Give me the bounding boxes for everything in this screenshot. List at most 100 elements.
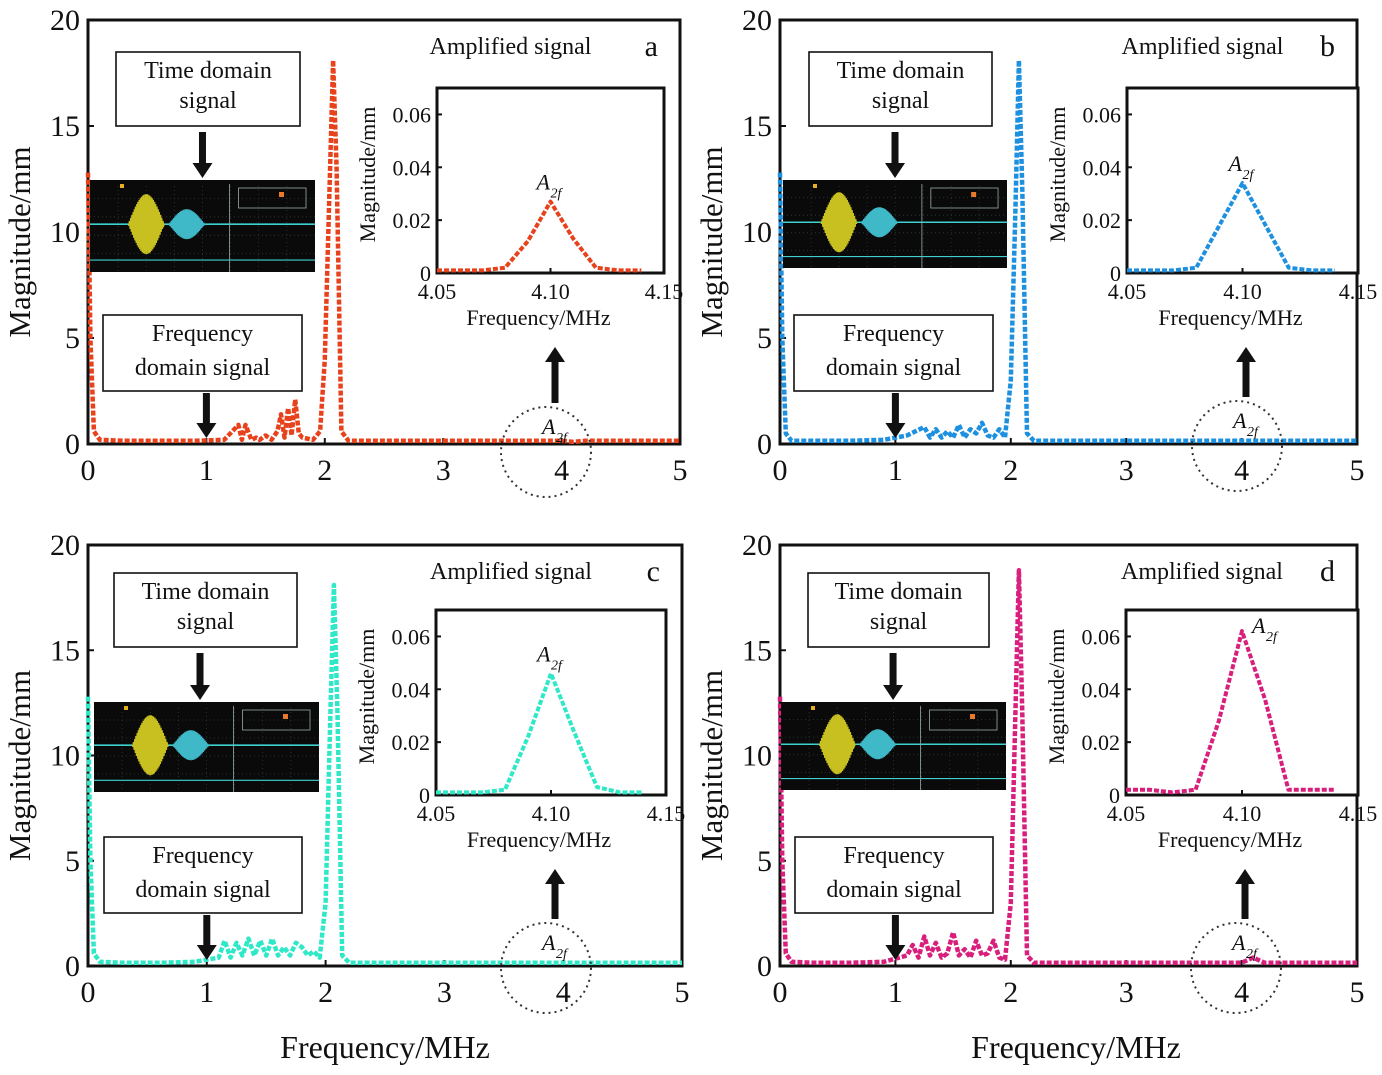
x-tick-label: 5 bbox=[1350, 454, 1365, 487]
peak-label-subscript: 2f bbox=[1247, 425, 1260, 440]
time-domain-label: Time domain bbox=[144, 58, 272, 84]
time-domain-arrow-shaft bbox=[891, 132, 899, 164]
inset-y-tick-label: 0.04 bbox=[1083, 155, 1122, 180]
y-tick-label: 10 bbox=[50, 740, 80, 773]
frequency-domain-box bbox=[102, 314, 303, 392]
time-domain-label: signal bbox=[872, 88, 930, 114]
frequency-domain-arrow bbox=[196, 915, 217, 960]
scope-marker bbox=[813, 184, 817, 188]
x-tick-label: 2 bbox=[1003, 976, 1018, 1009]
inset-peak-subscript: 2f bbox=[1243, 168, 1256, 183]
y-tick-label: 5 bbox=[65, 322, 80, 355]
zoom-arrow-shaft bbox=[551, 361, 559, 403]
panel-letter: a bbox=[645, 30, 658, 63]
frequency-domain-arrow bbox=[885, 915, 906, 960]
zoom-arrow-head bbox=[545, 347, 565, 362]
inset-series-line bbox=[437, 199, 642, 273]
inset-frame bbox=[1124, 608, 1360, 797]
y-tick-label: 5 bbox=[757, 845, 772, 878]
zoom-arrow-head bbox=[545, 869, 565, 884]
time-domain-label: signal bbox=[179, 88, 237, 114]
inset-frame bbox=[434, 608, 668, 797]
y-tick-label: 0 bbox=[757, 428, 772, 461]
x-tick-label: 0 bbox=[773, 976, 788, 1009]
time-domain-box bbox=[115, 51, 301, 127]
x-tick-label: 3 bbox=[436, 454, 451, 487]
inset-y-axis-label: Magnitude/mm bbox=[1044, 629, 1069, 765]
inset-x-tick-label: 4.15 bbox=[645, 279, 684, 304]
x-tick-label: 1 bbox=[888, 454, 903, 487]
inset-x-axis-label: Frequency/MHz bbox=[1158, 305, 1302, 330]
time-domain-arrow-head bbox=[885, 163, 906, 178]
frequency-domain-box bbox=[793, 314, 994, 392]
oscilloscope-screenshot bbox=[781, 702, 1006, 790]
y-axis-label: Magnitude/mm bbox=[694, 146, 729, 337]
inset-peak-label: A bbox=[535, 641, 551, 666]
scope-burst-transmitted bbox=[818, 714, 856, 775]
inset-y-axis-label: Magnitude/mm bbox=[355, 107, 380, 243]
inset-x-tick-label: 4.10 bbox=[531, 279, 570, 304]
scope-burst-received bbox=[859, 729, 897, 760]
frequency-domain-arrow-head bbox=[885, 423, 906, 438]
inset-x-tick-label: 4.10 bbox=[1223, 279, 1262, 304]
inset-x-axis-label: Frequency/MHz bbox=[466, 305, 610, 330]
series-line bbox=[777, 568, 1357, 966]
amplified-signal-label: Amplified signal bbox=[430, 34, 592, 60]
y-tick-label: 5 bbox=[757, 322, 772, 355]
y-tick-label: 0 bbox=[757, 950, 772, 983]
peak-label-subscript: 2f bbox=[556, 431, 569, 446]
zoom-circle bbox=[1191, 400, 1283, 492]
inset-x-tick-label: 4.15 bbox=[1339, 279, 1378, 304]
x-tick-label: 2 bbox=[317, 454, 332, 487]
inset-x-tick-label: 4.10 bbox=[532, 801, 571, 826]
zoom-arrow-head bbox=[1235, 869, 1255, 884]
x-tick-label: 4 bbox=[554, 454, 569, 487]
time-domain-label: Time domain bbox=[142, 579, 270, 605]
y-tick-label: 0 bbox=[65, 950, 80, 983]
inset-y-tick-label: 0.02 bbox=[1083, 208, 1122, 233]
inset-x-axis-label: Frequency/MHz bbox=[467, 827, 611, 852]
panel-letter: b bbox=[1320, 30, 1335, 63]
zoom-arrow bbox=[1236, 347, 1256, 397]
series-line bbox=[85, 58, 680, 445]
scope-marker bbox=[811, 706, 815, 710]
y-axis-label: Magnitude/mm bbox=[694, 670, 729, 861]
amplified-signal-label: Amplified signal bbox=[1121, 559, 1283, 585]
zoom-arrow-shaft bbox=[1242, 361, 1250, 397]
scope-readout-box bbox=[242, 709, 311, 731]
x-tick-label: 3 bbox=[1119, 454, 1134, 487]
inset-peak-subscript: 2f bbox=[1266, 630, 1279, 645]
x-tick-label: 4 bbox=[556, 976, 571, 1009]
zoom-arrow-shaft bbox=[551, 883, 559, 919]
time-domain-arrow-shaft bbox=[198, 132, 206, 164]
x-tick-label: 0 bbox=[81, 976, 96, 1009]
time-domain-arrow-head bbox=[192, 163, 213, 178]
inset-y-tick-label: 0 bbox=[1109, 783, 1120, 808]
frequency-domain-label: domain signal bbox=[135, 355, 271, 381]
frequency-domain-label: domain signal bbox=[135, 877, 271, 903]
x-tick-label: 0 bbox=[81, 454, 96, 487]
scope-readout-box bbox=[929, 709, 998, 731]
peak-label-a2f: A bbox=[1231, 408, 1247, 433]
inset-y-tick-label: 0.04 bbox=[393, 155, 432, 180]
x-tick-label: 3 bbox=[437, 976, 452, 1009]
frequency-domain-arrow-head bbox=[885, 945, 906, 960]
x-tick-label: 4 bbox=[1234, 454, 1249, 487]
panel-letter: d bbox=[1320, 555, 1335, 588]
x-tick-label: 3 bbox=[1119, 976, 1134, 1009]
frequency-domain-box bbox=[103, 836, 303, 914]
frequency-domain-arrow-shaft bbox=[202, 393, 210, 424]
amplified-signal-label: Amplified signal bbox=[1122, 34, 1284, 60]
scope-burst-transmitted bbox=[131, 715, 169, 776]
peak-label-a2f: A bbox=[540, 930, 556, 955]
peak-label-subscript: 2f bbox=[1246, 947, 1259, 962]
y-tick-label: 20 bbox=[50, 529, 80, 562]
inset-y-tick-label: 0 bbox=[419, 783, 430, 808]
y-tick-label: 20 bbox=[742, 4, 772, 37]
y-tick-label: 0 bbox=[65, 428, 80, 461]
inset-x-tick-label: 4.05 bbox=[417, 801, 456, 826]
x-axis-label-left: Frequency/MHz bbox=[280, 1029, 490, 1065]
scope-readout-box bbox=[238, 187, 307, 209]
scope-readout-marker bbox=[971, 192, 977, 197]
time-domain-arrow bbox=[885, 132, 906, 178]
